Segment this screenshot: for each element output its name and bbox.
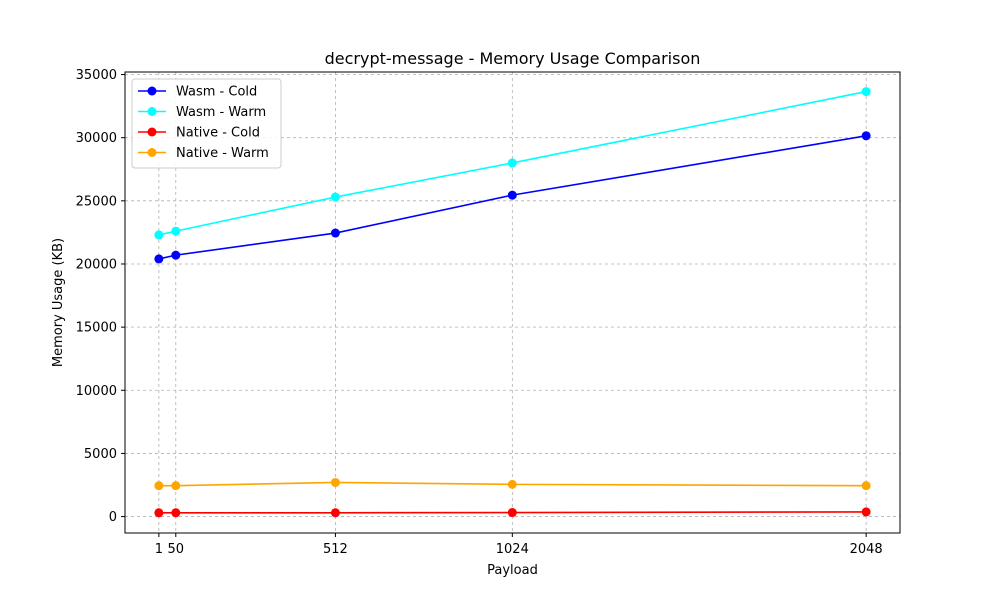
data-point-native-warm	[154, 481, 164, 491]
data-point-native-cold	[154, 508, 164, 518]
legend-label: Native - Cold	[176, 126, 260, 141]
data-point-native-warm	[330, 477, 340, 487]
data-point-native-cold	[171, 508, 181, 518]
x-tick-label: 50	[168, 542, 185, 557]
data-point-wasm-cold	[330, 228, 340, 238]
y-tick-label: 35000	[76, 68, 117, 83]
series-layer	[154, 87, 871, 518]
series-wasm-warm	[154, 87, 871, 240]
legend-item: Native - Warm	[138, 146, 269, 161]
series-wasm-cold	[154, 131, 871, 264]
y-tick-label: 5000	[84, 447, 117, 462]
legend-label: Wasm - Cold	[176, 85, 257, 100]
y-tick-label: 0	[109, 510, 117, 525]
data-point-wasm-warm	[861, 87, 871, 97]
y-tick-label: 10000	[76, 384, 117, 399]
data-point-native-warm	[171, 481, 181, 491]
legend-marker	[147, 127, 157, 137]
x-tick-label: 512	[323, 542, 348, 557]
y-tick-label: 30000	[76, 131, 117, 146]
data-point-wasm-warm	[154, 230, 164, 240]
axis-ticks: 1 50 512 1024 2048 0 5000 10000 15000 20000 25000 3…	[76, 68, 883, 557]
x-tick-label: 1	[155, 542, 163, 557]
legend-box	[131, 78, 282, 169]
data-point-wasm-warm	[330, 192, 340, 202]
data-point-native-cold	[330, 508, 340, 518]
x-axis-label: Payload	[487, 563, 538, 578]
legend-item: Wasm - Warm	[138, 105, 266, 120]
legend: Wasm - Cold Wasm - Warm Native - Cold Nativ…	[131, 78, 282, 169]
legend-item: Wasm - Cold	[138, 85, 257, 100]
data-point-native-warm	[507, 479, 517, 489]
y-axis-label: Memory Usage (KB)	[51, 238, 66, 367]
data-point-wasm-cold	[154, 254, 164, 264]
legend-label: Native - Warm	[176, 146, 269, 161]
legend-marker	[147, 107, 157, 116]
legend-label: Wasm - Warm	[176, 105, 266, 120]
legend-marker	[147, 148, 157, 157]
y-tick-label: 25000	[76, 194, 117, 209]
data-point-wasm-cold	[861, 131, 871, 141]
series-native-warm	[154, 477, 871, 491]
data-point-wasm-cold	[507, 190, 517, 200]
series-native-cold	[154, 507, 871, 518]
data-point-native-cold	[861, 507, 871, 517]
data-point-native-warm	[861, 481, 871, 491]
y-tick-label: 20000	[76, 257, 117, 272]
data-point-native-cold	[507, 508, 517, 518]
y-tick-label: 15000	[76, 321, 117, 336]
chart-title: decrypt-message - Memory Usage Compariso…	[325, 49, 701, 68]
x-tick-label: 1024	[496, 542, 529, 557]
grid	[125, 72, 900, 533]
x-tick-label: 2048	[850, 542, 883, 557]
data-point-wasm-warm	[507, 158, 517, 168]
data-point-wasm-warm	[171, 226, 181, 236]
legend-item: Native - Cold	[138, 126, 260, 141]
data-point-wasm-cold	[171, 250, 181, 260]
legend-marker	[147, 86, 157, 96]
